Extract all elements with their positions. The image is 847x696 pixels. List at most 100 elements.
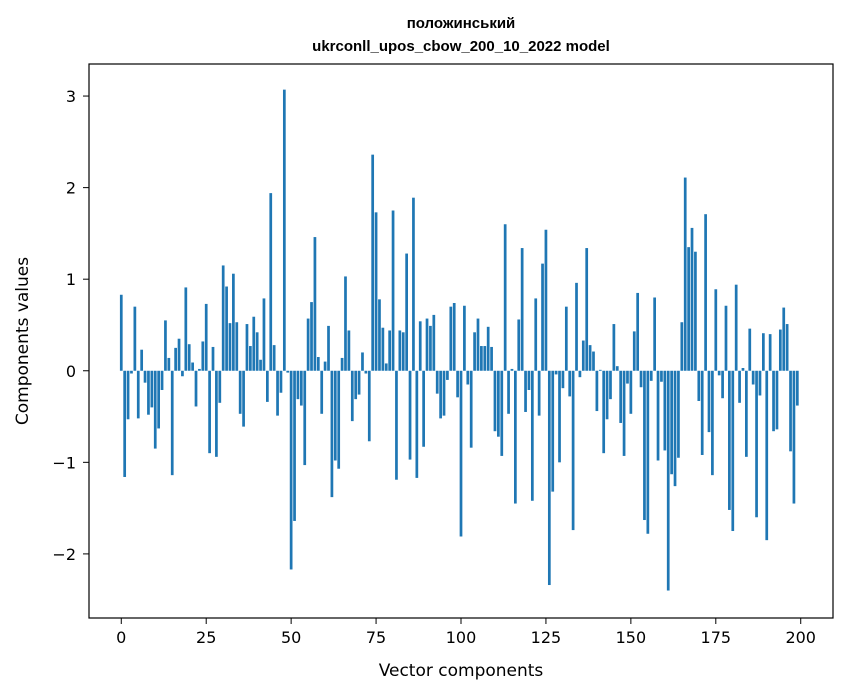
bar-16 <box>174 347 177 371</box>
bar-23 <box>198 368 201 371</box>
bar-76 <box>378 299 381 371</box>
bar-127 <box>551 370 555 492</box>
bar-89 <box>422 370 425 447</box>
bar-5 <box>136 370 140 419</box>
bar-133 <box>571 370 575 531</box>
bar-74 <box>371 154 375 371</box>
bar-82 <box>398 330 402 371</box>
bar-41 <box>259 359 262 371</box>
bar-88 <box>418 321 422 371</box>
bar-159 <box>660 370 663 382</box>
bar-157 <box>653 297 656 371</box>
bar-192 <box>772 370 775 432</box>
bar-13 <box>164 320 167 371</box>
bars-group <box>119 89 799 591</box>
x-tick-label: 175 <box>701 628 732 647</box>
bar-114 <box>507 370 510 414</box>
bar-62 <box>330 370 334 498</box>
bar-64 <box>337 370 341 469</box>
bar-26 <box>208 370 211 454</box>
bar-78 <box>384 363 388 371</box>
x-axis-label: Vector components <box>379 661 544 681</box>
bar-123 <box>537 370 541 416</box>
bar-193 <box>775 370 779 430</box>
bar-21 <box>191 362 194 371</box>
y-axis-ticks: −2 −1 0 1 2 3 <box>52 87 89 564</box>
bar-183 <box>741 368 745 371</box>
bar-84 <box>405 253 408 371</box>
bar-144 <box>609 370 612 400</box>
bar-94 <box>439 370 442 419</box>
bar-109 <box>490 346 493 371</box>
bar-36 <box>242 370 245 427</box>
bar-6 <box>140 349 144 371</box>
bar-25 <box>204 303 208 371</box>
x-tick-label: 125 <box>531 628 562 647</box>
bar-125 <box>544 229 548 371</box>
y-axis-label: Components values <box>13 257 33 425</box>
bar-199 <box>795 370 799 406</box>
bar-59 <box>320 370 324 414</box>
bar-172 <box>704 214 707 371</box>
bar-148 <box>622 370 626 456</box>
bar-70 <box>357 370 361 395</box>
bar-49 <box>286 370 290 373</box>
bar-110 <box>493 370 497 432</box>
bar-136 <box>581 340 585 371</box>
bar-119 <box>524 370 527 412</box>
bar-65 <box>340 357 344 371</box>
bar-169 <box>694 251 697 371</box>
bar-179 <box>728 370 731 510</box>
bar-155 <box>646 370 650 534</box>
bar-60 <box>323 361 327 371</box>
bar-116 <box>514 370 517 504</box>
bar-10 <box>153 370 157 449</box>
bar-39 <box>252 316 256 371</box>
bar-12 <box>160 370 164 390</box>
bar-20 <box>187 344 191 371</box>
bar-15 <box>170 370 174 476</box>
bar-42 <box>262 298 266 371</box>
bar-195 <box>782 307 786 371</box>
bar-153 <box>639 370 643 388</box>
bar-91 <box>429 325 432 371</box>
x-tick-label: 25 <box>196 628 216 647</box>
bar-137 <box>585 248 589 371</box>
bar-77 <box>381 327 385 371</box>
bar-7 <box>143 370 147 383</box>
bar-138 <box>588 345 592 371</box>
bar-97 <box>449 306 453 371</box>
bar-3 <box>130 370 133 374</box>
bar-71 <box>361 352 364 371</box>
bar-2 <box>126 370 130 420</box>
bar-22 <box>194 370 198 407</box>
bar-145 <box>612 324 616 371</box>
bar-99 <box>456 370 459 398</box>
x-axis-ticks: 0 25 50 75 100 125 150 175 200 <box>116 618 816 647</box>
bar-130 <box>561 370 565 389</box>
bar-124 <box>541 263 544 371</box>
bar-68 <box>350 370 354 422</box>
bar-55 <box>306 318 310 371</box>
bar-51 <box>293 370 296 521</box>
bar-122 <box>534 298 538 371</box>
bar-66 <box>344 276 347 371</box>
bar-173 <box>707 370 711 433</box>
bar-113 <box>503 224 507 371</box>
bar-81 <box>395 370 398 480</box>
chart-subtitle: ukrconll_upos_cbow_200_10_2022 model <box>312 38 610 55</box>
bar-115 <box>510 368 514 371</box>
bar-147 <box>619 370 623 423</box>
y-tick-label: −2 <box>52 545 76 564</box>
bar-129 <box>558 370 561 463</box>
bar-85 <box>408 370 412 460</box>
y-tick-label: 2 <box>66 179 76 198</box>
bar-126 <box>547 370 551 586</box>
bar-164 <box>677 370 680 458</box>
bar-175 <box>714 289 718 371</box>
bar-4 <box>133 306 137 371</box>
bar-9 <box>150 370 154 408</box>
bar-46 <box>276 370 279 416</box>
bar-83 <box>401 332 405 371</box>
bar-45 <box>272 345 276 371</box>
